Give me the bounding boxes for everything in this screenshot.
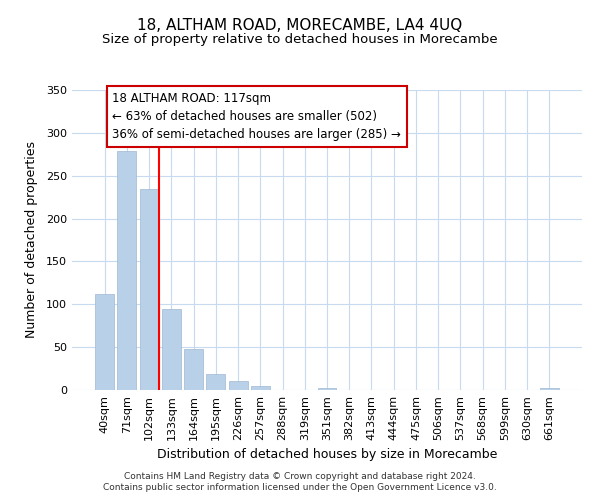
Bar — [540, 388, 559, 390]
Text: Size of property relative to detached houses in Morecambe: Size of property relative to detached ho… — [102, 32, 498, 46]
Bar — [118, 151, 136, 390]
Bar — [206, 374, 225, 390]
Bar — [251, 386, 270, 390]
Bar — [184, 349, 203, 390]
Text: Contains HM Land Registry data © Crown copyright and database right 2024.: Contains HM Land Registry data © Crown c… — [124, 472, 476, 481]
X-axis label: Distribution of detached houses by size in Morecambe: Distribution of detached houses by size … — [157, 448, 497, 462]
Bar — [140, 188, 158, 390]
Bar — [162, 308, 181, 390]
Text: 18, ALTHAM ROAD, MORECAMBE, LA4 4UQ: 18, ALTHAM ROAD, MORECAMBE, LA4 4UQ — [137, 18, 463, 32]
Bar — [229, 380, 248, 390]
Text: Contains public sector information licensed under the Open Government Licence v3: Contains public sector information licen… — [103, 484, 497, 492]
Y-axis label: Number of detached properties: Number of detached properties — [25, 142, 38, 338]
Text: 18 ALTHAM ROAD: 117sqm
← 63% of detached houses are smaller (502)
36% of semi-de: 18 ALTHAM ROAD: 117sqm ← 63% of detached… — [112, 92, 401, 140]
Bar — [317, 388, 337, 390]
Bar — [95, 294, 114, 390]
